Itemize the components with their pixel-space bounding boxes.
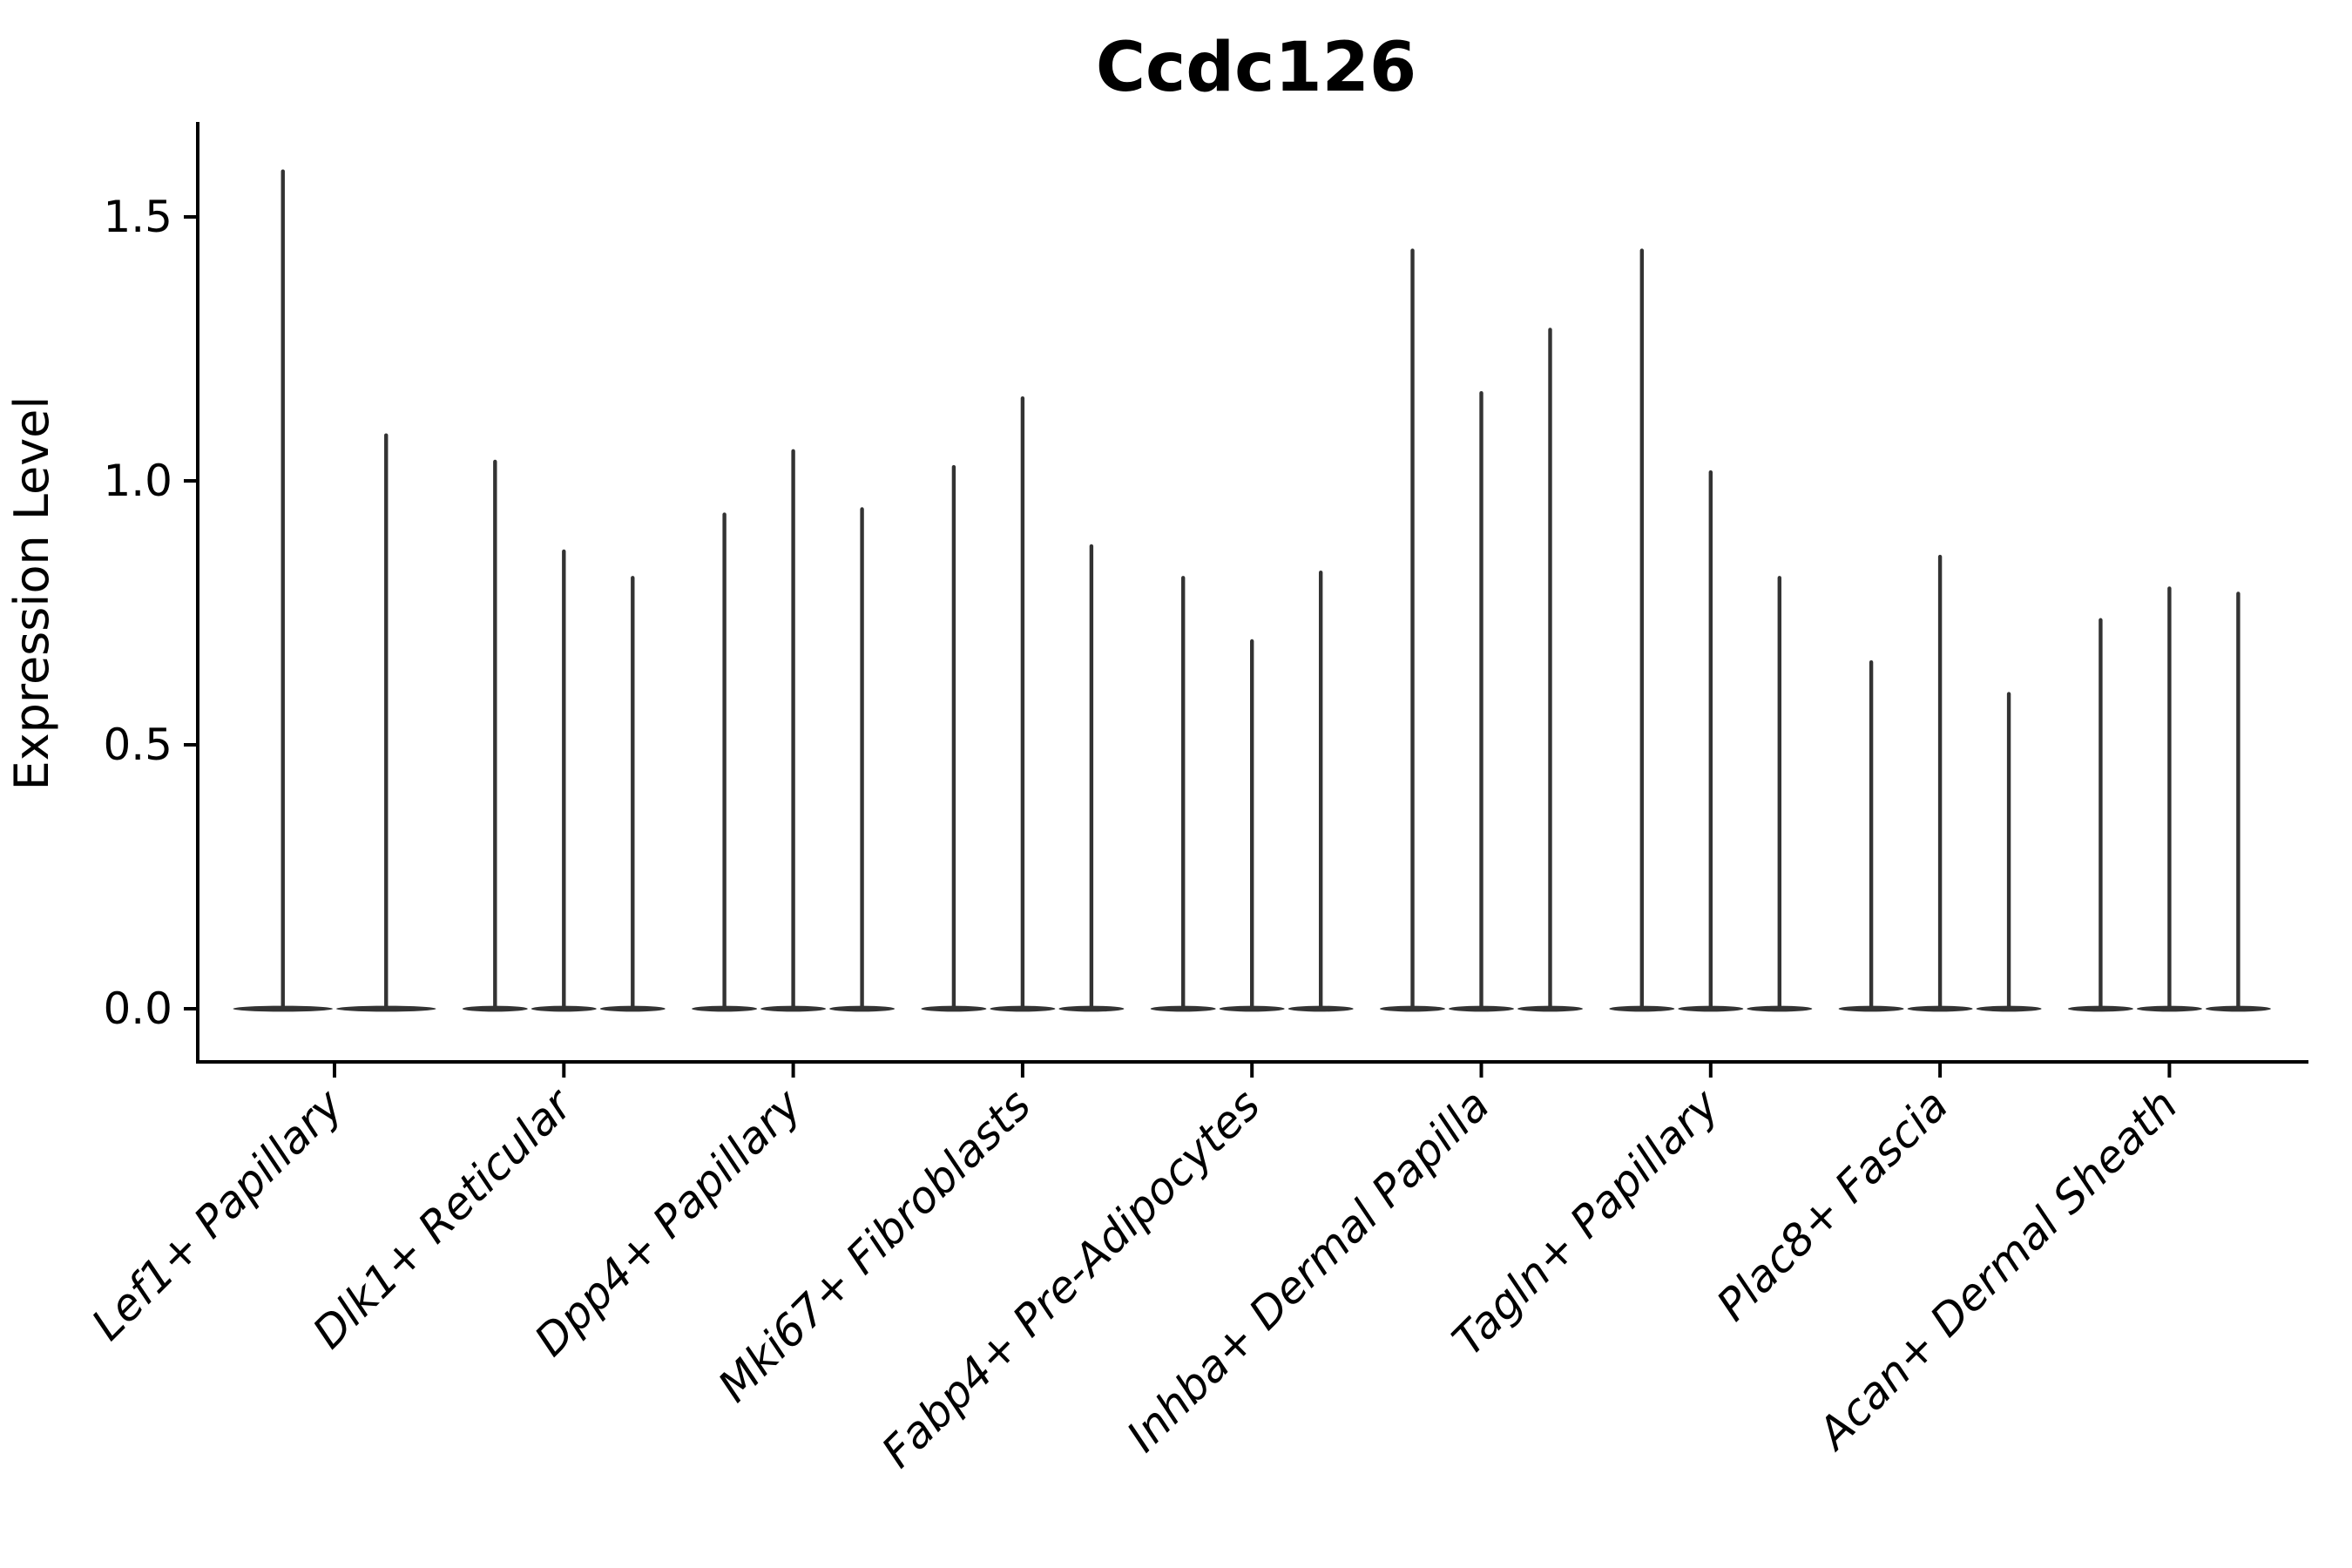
chart-title: Ccdc126 (1095, 29, 1417, 107)
violin-body (462, 1005, 528, 1012)
violin-body (1288, 1005, 1354, 1012)
violin-body (2136, 1005, 2202, 1012)
violin-body (599, 1005, 666, 1012)
y-tick-label: 0.0 (103, 983, 172, 1034)
y-tick-label: 1.5 (103, 192, 172, 242)
violin-body (921, 1005, 987, 1012)
x-tick-label: Acan+ Dermal Sheath (1807, 1079, 2187, 1460)
violin-body (1838, 1005, 1904, 1012)
violin-body (1678, 1005, 1744, 1012)
violin-body (692, 1005, 758, 1012)
violin-body (1907, 1005, 1973, 1012)
violin-body (1219, 1005, 1285, 1012)
y-tick-label: 1.0 (103, 456, 172, 506)
violin-body (1449, 1005, 1514, 1012)
violin-body (1976, 1005, 2042, 1012)
violin-body (1609, 1005, 1675, 1012)
violin-body (1150, 1005, 1216, 1012)
violin-body (233, 1005, 333, 1012)
x-tick-label: Plac8+ Fascia (1707, 1079, 1958, 1330)
violin-body (1517, 1005, 1583, 1012)
violin-body (760, 1005, 827, 1012)
violin-body (1747, 1005, 1813, 1012)
violin-body (1058, 1005, 1125, 1012)
violin-body (336, 1005, 436, 1012)
violin-body (1380, 1005, 1446, 1012)
violin-body (2067, 1005, 2133, 1012)
violin-body (531, 1005, 597, 1012)
violin-body (990, 1005, 1056, 1012)
x-tick-label: Fabp4+ Pre-Adipocytes (872, 1079, 1270, 1477)
y-tick-label: 0.5 (103, 720, 172, 770)
violin-body (2205, 1005, 2271, 1012)
x-tick-label: Inhba+ Dermal Papilla (1118, 1079, 1499, 1461)
violin-body (829, 1005, 896, 1012)
x-tick-label: Lef1+ Papillary (82, 1078, 353, 1349)
